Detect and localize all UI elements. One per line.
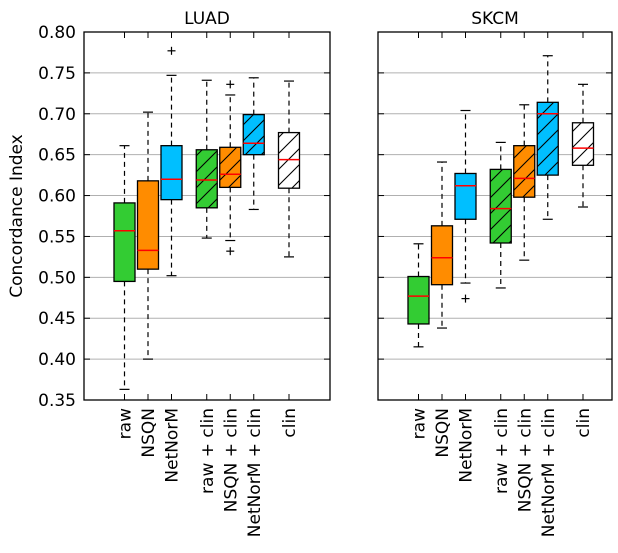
box-outline (454, 172, 477, 220)
y-tick-label: 0.65 (38, 146, 76, 166)
box-hatch (490, 169, 512, 243)
box-outline (536, 101, 559, 176)
box-outline (113, 202, 136, 283)
x-tick-label: NetNorM + clin (245, 408, 265, 537)
box-hatch (243, 114, 265, 155)
box-hatch (196, 149, 218, 208)
box-netnorm-plus-clin (536, 55, 559, 220)
box-outline (489, 168, 512, 244)
x-tick-label: NetNorM (163, 408, 183, 483)
box-fill (114, 202, 135, 282)
y-tick-label: 0.60 (38, 187, 76, 207)
x-tick-label: clin (280, 408, 300, 438)
box-raw-plus-clin (195, 79, 218, 239)
box-outline (195, 149, 218, 209)
box-outline (160, 145, 183, 201)
box-outline (219, 146, 242, 189)
box-netnorm (454, 109, 477, 303)
box-nsqn (430, 161, 454, 329)
y-tick-label: 0.55 (38, 227, 76, 247)
y-tick-label: 0.40 (38, 350, 76, 370)
y-tick-label: 0.75 (38, 64, 76, 84)
box-clin (571, 83, 595, 208)
box-outline (136, 180, 160, 270)
panel-title: LUAD (184, 9, 230, 29)
box-hatch (219, 147, 241, 188)
box-hatch (278, 132, 300, 189)
box-hatch (537, 102, 559, 176)
box-fill (455, 173, 476, 220)
box-fill (161, 145, 182, 200)
box-clin (277, 80, 301, 258)
x-tick-label: NetNorM + clin (539, 408, 559, 537)
flier-point (226, 247, 235, 256)
panel-skcm: raw NSQN NetNorM raw + clin NSQN + clin NetNo… (377, 9, 613, 537)
box-hatch (572, 122, 594, 166)
panel-title: SKCM (471, 9, 519, 29)
box-outline (513, 145, 536, 198)
y-tick-label: 0.45 (38, 309, 76, 329)
x-tick-label: NetNorM (457, 408, 477, 483)
box-hatch (513, 145, 535, 198)
box-outline (277, 131, 301, 189)
y-tick-label: 0.80 (38, 23, 76, 43)
box-outline (242, 113, 265, 156)
panel-luad: 0.35 0.40 0.45 0.50 0.55 0.60 0.65 0.70 0.75 0.80… (38, 9, 331, 537)
x-tick-label: raw (410, 408, 430, 439)
box-outline (407, 275, 430, 325)
x-tick-label: raw (116, 408, 136, 439)
axes-frame (83, 31, 331, 401)
box-nsqn-plus-clin (219, 80, 242, 256)
box-netnorm (160, 46, 183, 277)
x-tick-label: raw + clin (198, 408, 218, 494)
panels: 0.35 0.40 0.45 0.50 0.55 0.60 0.65 0.70 0.75 0.80… (38, 9, 613, 537)
y-tick-label: 0.70 (38, 105, 76, 125)
y-axis-label: Concordance Index (7, 134, 27, 297)
flier-point (226, 80, 235, 89)
flier-point (461, 294, 470, 303)
box-fill (431, 225, 453, 285)
x-tick-label: NSQN + clin (515, 408, 535, 512)
x-tick-label: clin (574, 408, 594, 438)
flier-point (167, 46, 176, 55)
box-nsqn (136, 111, 160, 360)
box-fill (137, 180, 159, 270)
box-raw-plus-clin (489, 141, 512, 289)
x-tick-label: raw + clin (492, 408, 512, 494)
box-fill (408, 276, 429, 324)
box-outline (430, 225, 454, 286)
box-raw (113, 145, 136, 390)
box-nsqn-plus-clin (513, 104, 536, 261)
x-tick-label: NSQN (433, 408, 453, 458)
y-tick-label: 0.50 (38, 268, 76, 288)
box-netnorm-plus-clin (242, 77, 265, 211)
axes-frame (377, 31, 613, 401)
box-raw (407, 243, 430, 348)
box-outline (571, 122, 595, 166)
y-tick-label: 0.35 (38, 391, 76, 411)
x-tick-label: NSQN + clin (221, 408, 241, 512)
x-tick-label: NSQN (139, 408, 159, 458)
